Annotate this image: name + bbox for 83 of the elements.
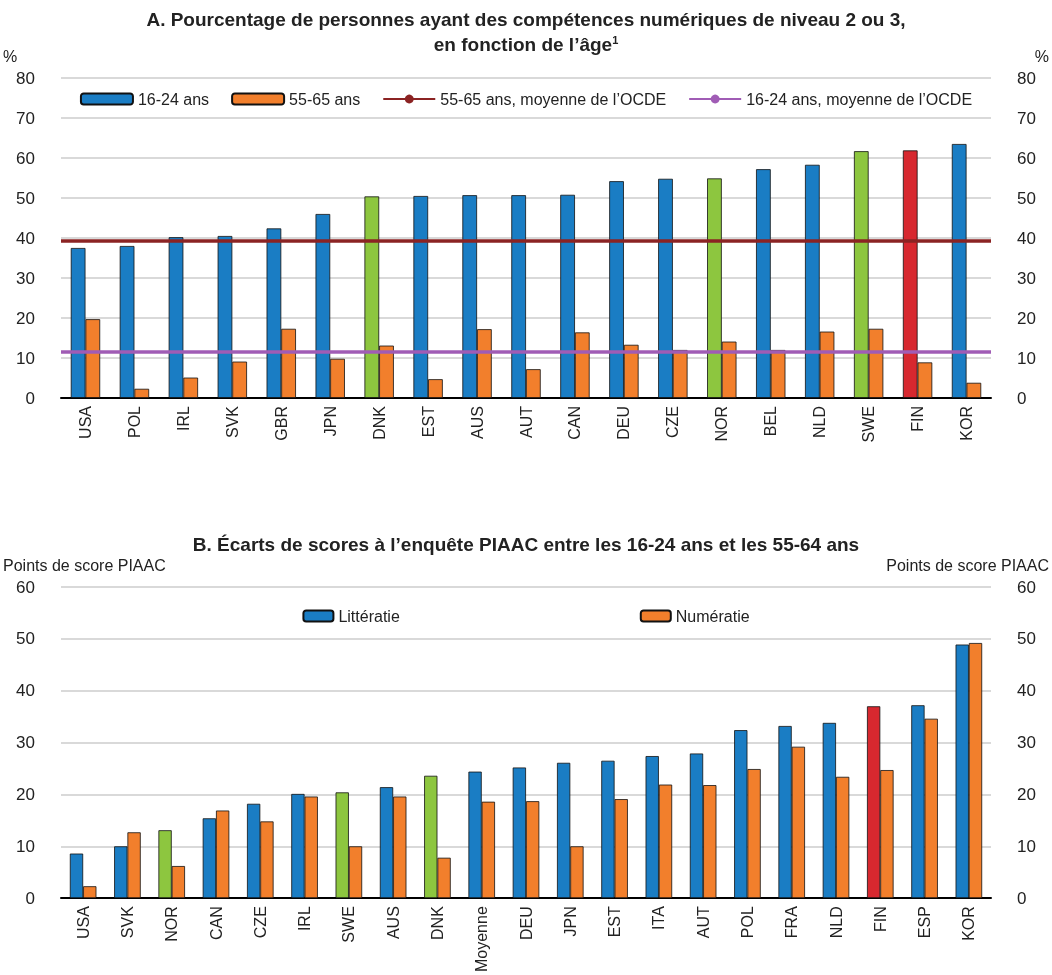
y2-tick-label: 40 [1017, 228, 1036, 248]
x-tick-label: USA [74, 905, 92, 940]
y-tick-label: 40 [16, 681, 35, 701]
x-tick-label: AUS [468, 406, 486, 439]
x-tick-label: FRA [783, 905, 801, 939]
y2-tick-label: 40 [1017, 681, 1036, 701]
legend-label: Littératie [338, 607, 400, 625]
x-tick-label: EST [606, 905, 624, 938]
x-tick-label: DNK [370, 405, 388, 440]
x-tick-label: SVK [118, 905, 136, 939]
y-tick-label: 60 [16, 577, 35, 597]
y2-tick-label: 60 [1017, 148, 1036, 168]
x-tick-label: FIN [909, 406, 927, 432]
x-tick-label: DNK [428, 905, 446, 940]
y2-tick-label: 0 [1017, 888, 1027, 908]
x-tick-label: EST [419, 405, 437, 438]
x-tick-label: IRL [174, 405, 192, 431]
x-tick-label: KOR [960, 906, 978, 941]
x-tick-label: ITA [650, 905, 668, 930]
y-tick-label: 20 [16, 784, 35, 804]
y2-axis-title: % [1034, 47, 1049, 65]
y-tick-label: 0 [25, 388, 35, 408]
x-tick-label: USA [76, 405, 94, 439]
y2-tick-label: 30 [1017, 733, 1036, 753]
y-tick-label: 60 [16, 148, 35, 168]
x-tick-label: SVK [223, 405, 241, 439]
chart-title: B. Écarts de scores à l’enquête PIAAC entre les 16-24 ans et les 55-64 ans [192, 534, 860, 555]
legend-label: 55-65 ans, moyenne de l’OCDE [440, 90, 667, 108]
y2-tick-label: 20 [1017, 308, 1036, 328]
y2-tick-label: 10 [1017, 348, 1036, 368]
x-tick-label: AUT [694, 905, 712, 939]
y2-axis-title: Points de score PIAAC [886, 556, 1049, 574]
legend-label: 55-65 ans [289, 90, 361, 108]
y2-tick-label: 70 [1017, 108, 1036, 128]
x-tick-label: DEU [615, 406, 633, 440]
x-tick-label: Moyenne [473, 906, 491, 973]
legend-label: 16-24 ans [137, 90, 210, 108]
x-tick-label: CZE [664, 406, 682, 438]
y-tick-label: 30 [16, 268, 35, 288]
y2-tick-label: 0 [1017, 388, 1027, 408]
x-tick-label: NOR [163, 906, 181, 942]
x-tick-label: CAN [566, 406, 584, 440]
x-tick-label: DEU [517, 906, 535, 940]
x-tick-label: NOR [713, 406, 731, 442]
y2-tick-label: 80 [1017, 68, 1036, 88]
y2-tick-label: 60 [1017, 577, 1036, 597]
x-tick-label: SWE [860, 406, 878, 443]
y2-tick-label: 50 [1017, 188, 1036, 208]
x-tick-label: POL [125, 405, 143, 439]
x-tick-label: FIN [871, 906, 889, 932]
y-axis-title: Points de score PIAAC [3, 556, 166, 574]
legend-label: Numératie [675, 607, 750, 625]
y-tick-label: 0 [25, 888, 35, 908]
x-tick-label: CZE [251, 906, 269, 939]
x-tick-label: BEL [762, 405, 780, 437]
y-tick-label: 30 [16, 733, 35, 753]
y-tick-label: 10 [16, 836, 35, 856]
x-tick-label: AUT [517, 405, 535, 438]
x-tick-label: SWE [340, 906, 358, 943]
x-tick-label: JPN [561, 906, 579, 937]
x-tick-label: IRL [296, 906, 314, 932]
y2-tick-label: 30 [1017, 268, 1036, 288]
y2-tick-label: 10 [1017, 836, 1036, 856]
y-tick-label: 40 [16, 228, 35, 248]
y-tick-label: 80 [16, 68, 35, 88]
x-tick-label: ESP [916, 906, 934, 939]
y-tick-label: 20 [16, 308, 35, 328]
y-tick-label: 10 [16, 348, 35, 368]
x-tick-label: JPN [321, 406, 339, 437]
y-tick-label: 50 [16, 188, 35, 208]
legend-label: 16-24 ans, moyenne de l’OCDE [746, 90, 973, 108]
x-tick-label: NLD [827, 906, 845, 939]
x-tick-label: KOR [958, 406, 976, 441]
y-axis-title: % [3, 47, 18, 65]
x-tick-label: POL [738, 906, 756, 939]
y-tick-label: 50 [16, 629, 35, 649]
y2-tick-label: 20 [1017, 784, 1036, 804]
x-tick-label: CAN [207, 906, 225, 940]
x-tick-label: AUS [384, 906, 402, 940]
x-tick-label: GBR [272, 406, 290, 441]
y2-tick-label: 50 [1017, 629, 1036, 649]
y-tick-label: 70 [16, 108, 35, 128]
x-tick-label: NLD [811, 406, 829, 439]
